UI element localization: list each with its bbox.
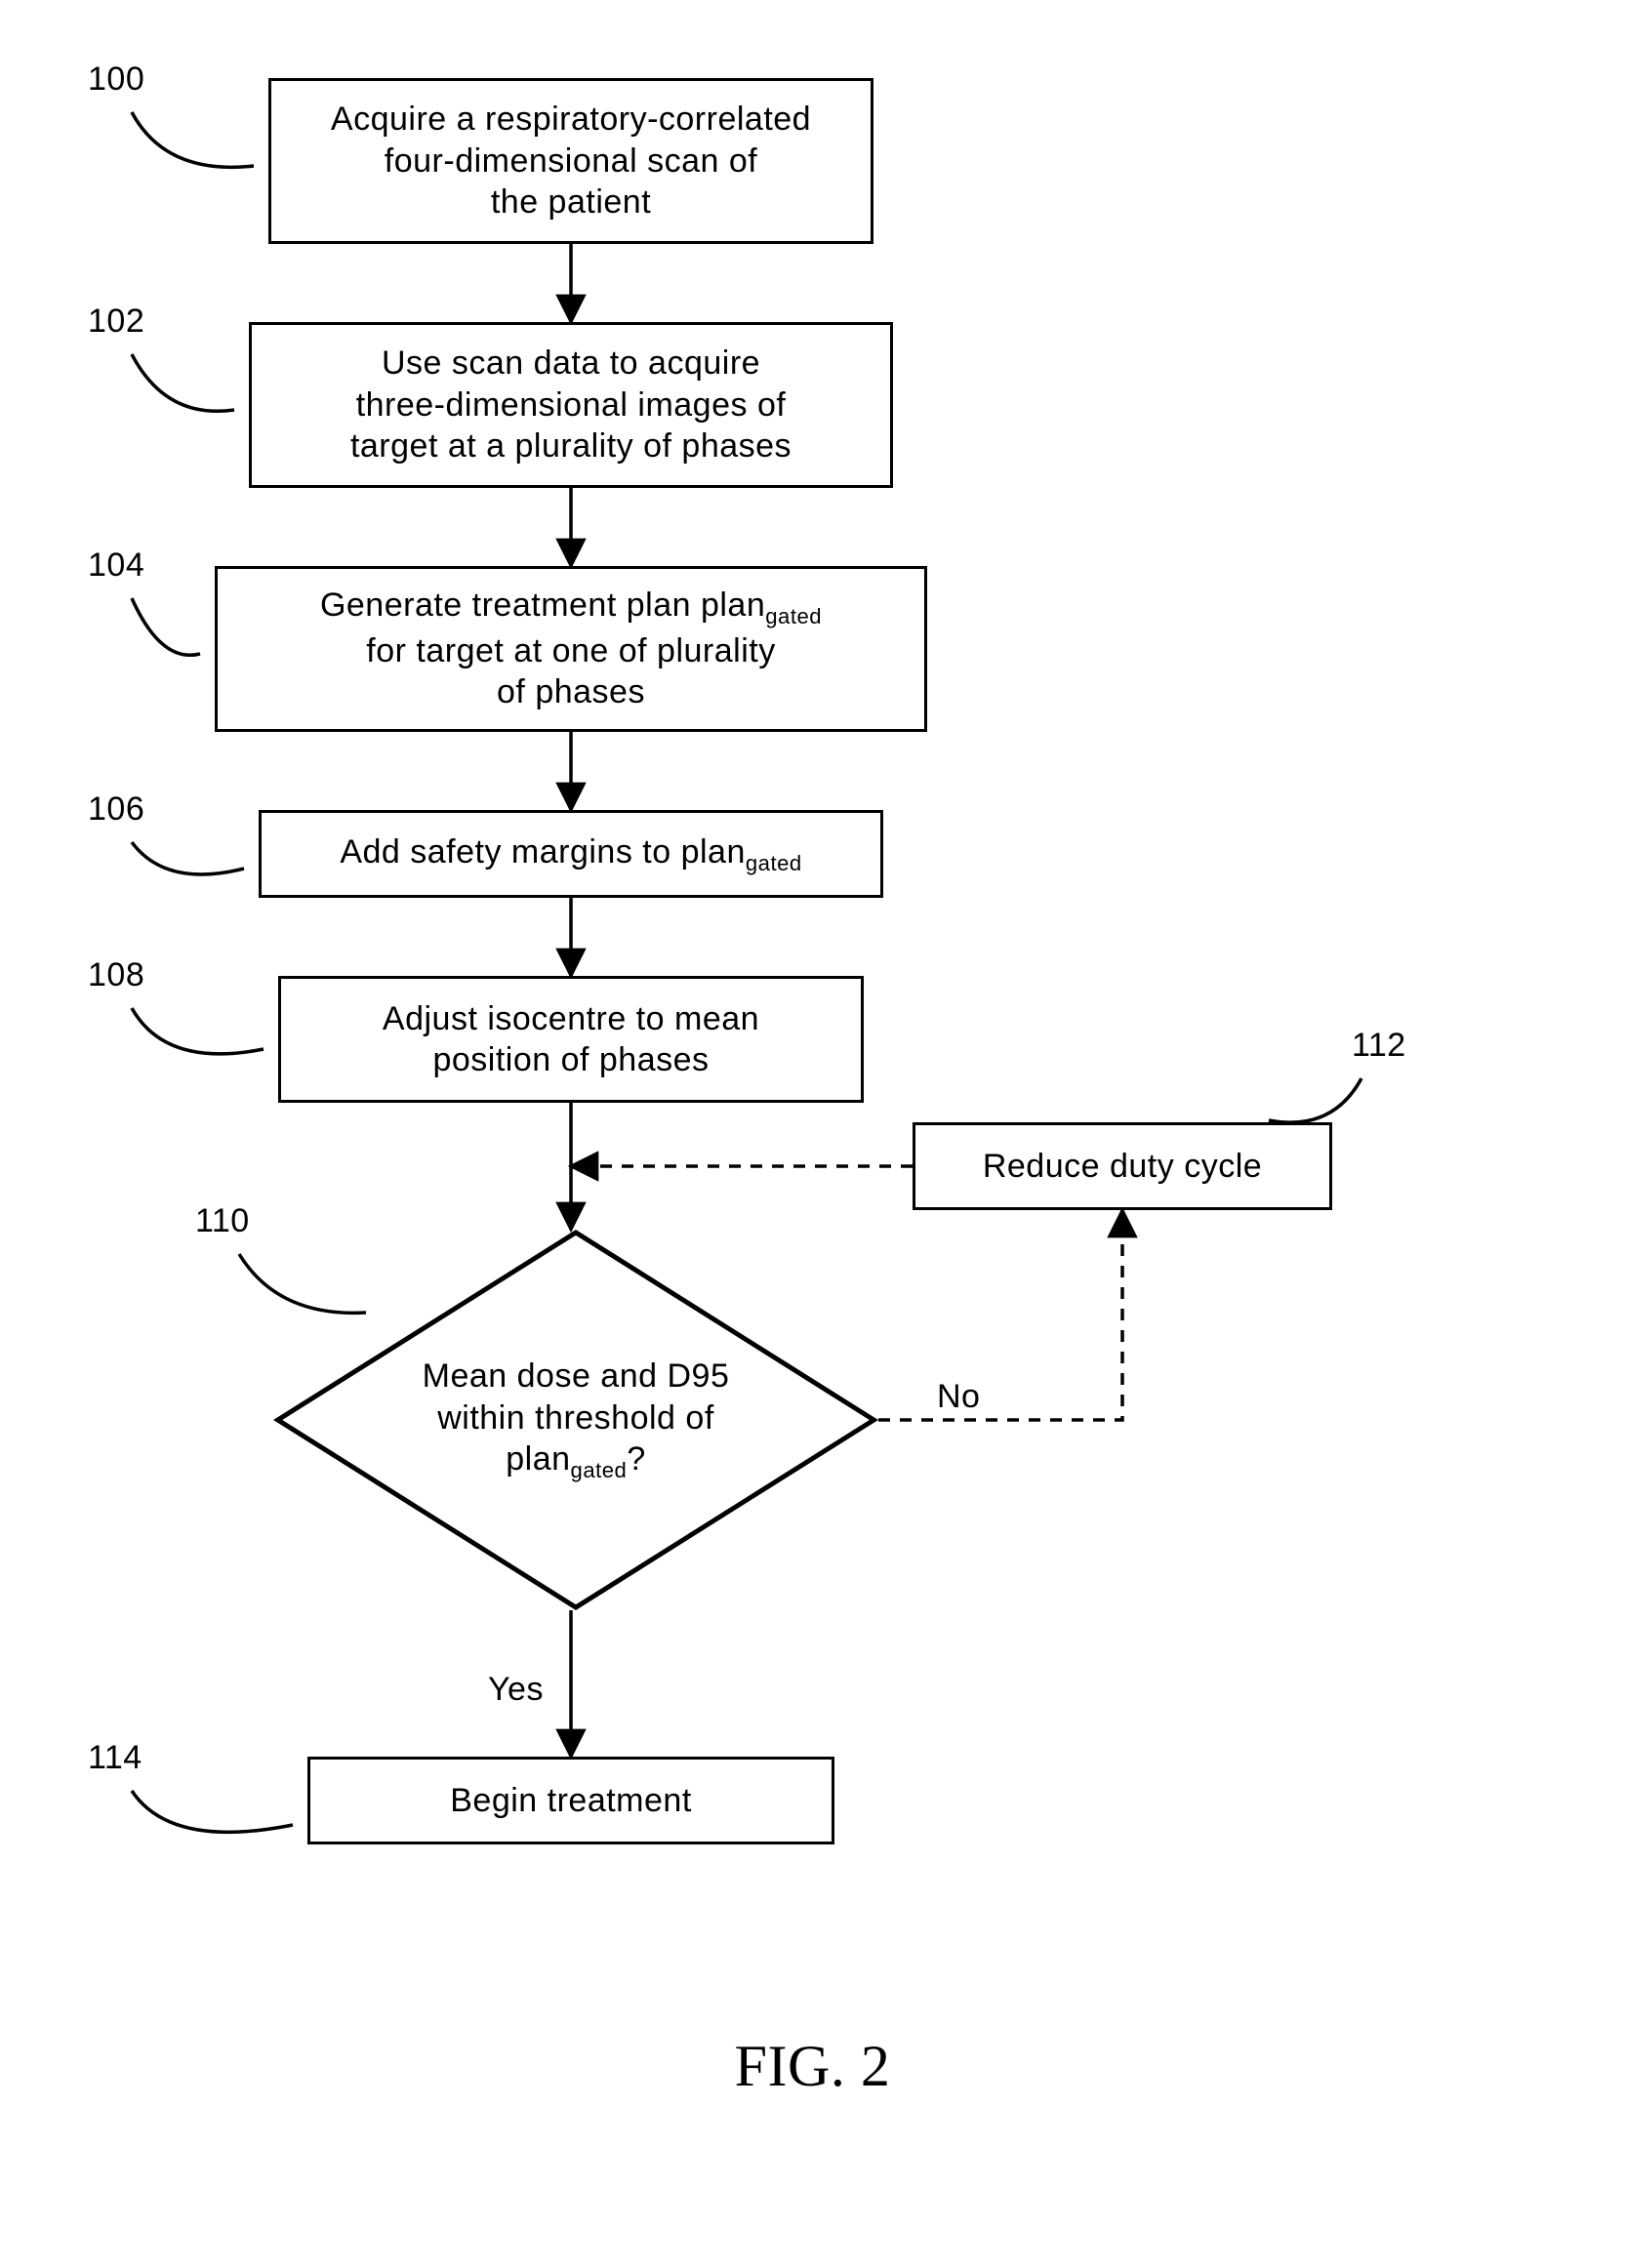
reference-number-112: 112: [1352, 1025, 1406, 1067]
reference-number-106: 106: [88, 789, 144, 830]
flow-edge: [878, 1210, 1122, 1420]
flowchart-step-text: Adjust isocentre to meanposition of phas…: [383, 998, 759, 1081]
flowchart-step-text: Begin treatment: [450, 1780, 692, 1822]
flowchart-step-100: Acquire a respiratory-correlatedfour-dim…: [268, 78, 873, 244]
flowchart-step-104: Generate treatment plan plangatedfor tar…: [215, 566, 927, 732]
reference-leader: [132, 354, 234, 411]
reference-number-114: 114: [88, 1737, 142, 1779]
reference-number-110: 110: [195, 1200, 250, 1242]
reference-number-104: 104: [88, 545, 144, 587]
flowchart-decision-text: Mean dose and D95within threshold ofplan…: [423, 1356, 730, 1483]
flow-edge-label: Yes: [488, 1669, 544, 1711]
reference-leader: [132, 112, 254, 167]
reference-leader: [1269, 1078, 1361, 1122]
figure-caption: FIG. 2: [0, 2030, 1625, 2103]
reference-leader: [132, 1008, 264, 1054]
flowchart-step-102: Use scan data to acquirethree-dimensiona…: [249, 322, 893, 488]
reference-number-102: 102: [88, 301, 144, 343]
reference-number-108: 108: [88, 954, 144, 996]
flowchart-step-112: Reduce duty cycle: [913, 1122, 1332, 1210]
flowchart-step-114: Begin treatment: [307, 1757, 834, 1844]
reference-number-100: 100: [88, 59, 144, 101]
flowchart-canvas: FIG. 2 Acquire a respiratory-correlatedf…: [0, 0, 1625, 2268]
reference-leader: [132, 1791, 293, 1832]
flowchart-step-106: Add safety margins to plangated: [259, 810, 883, 898]
flowchart-step-108: Adjust isocentre to meanposition of phas…: [278, 976, 864, 1103]
flowchart-step-text: Generate treatment plan plangatedfor tar…: [320, 585, 822, 712]
flowchart-decision-110: Mean dose and D95within threshold ofplan…: [273, 1230, 878, 1610]
flow-edge-label: No: [937, 1376, 980, 1418]
flowchart-step-text: Add safety margins to plangated: [340, 831, 801, 876]
reference-leader: [132, 598, 200, 655]
flowchart-step-text: Acquire a respiratory-correlatedfour-dim…: [331, 99, 811, 223]
reference-leader: [132, 842, 244, 874]
flowchart-step-text: Reduce duty cycle: [983, 1146, 1262, 1188]
flowchart-step-text: Use scan data to acquirethree-dimensiona…: [350, 343, 792, 467]
